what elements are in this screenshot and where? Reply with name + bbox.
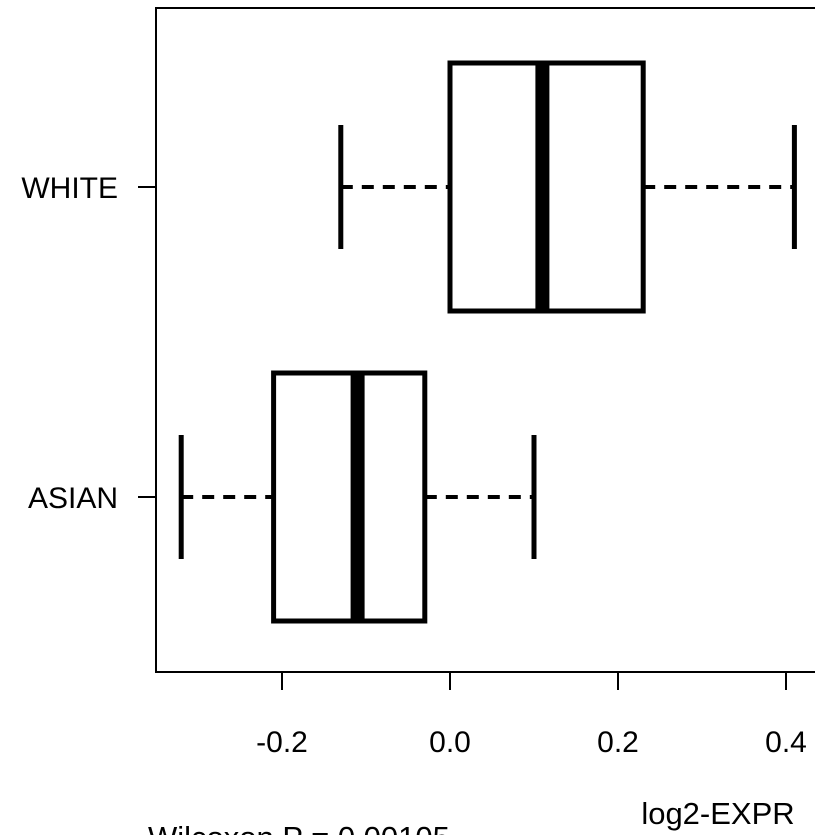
x-axis-label: log2-EXPR [641,796,794,831]
y-tick-label-asian: ASIAN [28,482,118,515]
x-tick-label: 0.2 [597,726,639,759]
x-tick-label: -0.2 [256,726,308,759]
y-axis: ASIAN WHITE [21,172,156,515]
x-tick-label: 0.0 [429,726,471,759]
y-tick-label-white: WHITE [21,172,118,205]
chart-subtitle: Wilcoxon P = 0.00105 [148,820,450,835]
boxes-layer [178,60,797,624]
box-asian-iqr [271,370,428,624]
x-tick-label: 0.4 [765,726,807,759]
x-axis: -0.2 0.0 0.2 0.4 [256,671,807,759]
